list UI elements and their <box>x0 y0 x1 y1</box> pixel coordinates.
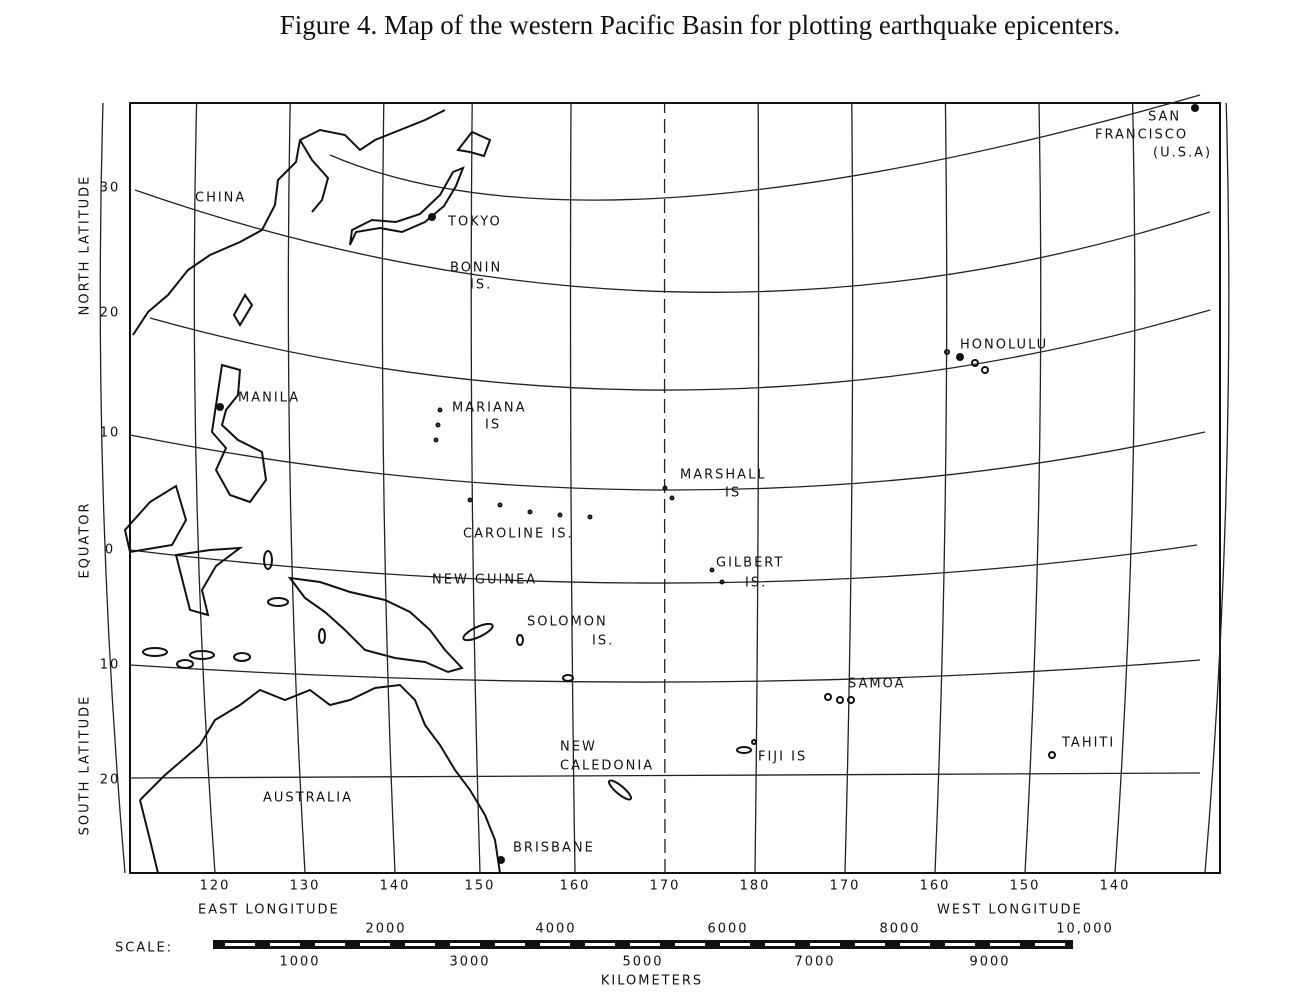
place-label: CAROLINE IS. <box>463 527 574 542</box>
place-label: AUSTRALIA <box>263 791 353 806</box>
scale-label: SCALE: <box>115 941 173 956</box>
parallel <box>134 189 1211 293</box>
place-label: BONIN <box>450 261 502 276</box>
place-label: TOKYO <box>447 215 502 230</box>
parallel <box>129 659 1201 683</box>
new-guinea <box>287 576 464 674</box>
latitude-label: 10 <box>100 658 121 673</box>
scale-upper-label: 2000 <box>365 922 406 937</box>
place-label: FRANCISCO <box>1095 128 1188 143</box>
meridian <box>287 102 306 874</box>
meridian <box>381 102 396 874</box>
latitude-axis-title: SOUTH LATITUDE <box>78 695 93 836</box>
longitude-label: 140 <box>380 879 411 894</box>
place-label: NEW <box>560 740 597 755</box>
longitude-label: 130 <box>290 879 321 894</box>
scale-lower-label: 1000 <box>279 955 320 970</box>
place-label: BRISBANE <box>513 841 595 856</box>
longitude-label: 120 <box>200 879 231 894</box>
meridian <box>754 102 760 874</box>
place-label: TAHITI <box>1061 736 1115 751</box>
scale-upper-label: 8000 <box>879 922 920 937</box>
place-label: MANILA <box>238 391 300 406</box>
latitude-label: 0 <box>105 543 115 558</box>
place-label: IS <box>725 486 741 501</box>
place-label: SAN <box>1148 110 1181 125</box>
scale-lower-label: 3000 <box>449 955 490 970</box>
scale-lower-label: 5000 <box>622 955 663 970</box>
scale-upper-label: 10,000 <box>1056 922 1114 937</box>
meridian <box>569 102 576 874</box>
scale-bar <box>213 940 1073 949</box>
graticule <box>99 94 1230 874</box>
place-label: SOLOMON <box>527 615 608 630</box>
longitude-label: 170 <box>650 879 681 894</box>
scale-upper-label: 4000 <box>535 922 576 937</box>
borneo <box>123 484 188 554</box>
map-frame <box>129 102 1221 874</box>
place-label: IS. <box>745 576 767 591</box>
taiwan <box>232 293 254 327</box>
australia <box>139 683 501 874</box>
longitude-label: 150 <box>465 879 496 894</box>
meridian <box>470 102 481 874</box>
longitude-label: 170 <box>830 879 861 894</box>
meridian <box>844 102 854 874</box>
asia-coast <box>132 109 446 336</box>
longitude-label: 150 <box>1010 879 1041 894</box>
parallel <box>329 94 1201 201</box>
japan <box>349 130 492 246</box>
sulawesi <box>174 546 244 617</box>
latitude-axis-title: NORTH LATITUDE <box>78 175 93 316</box>
place-label: IS <box>485 418 501 433</box>
labels: 30 20 10 0 10 20 NORTH LATITUDE EQUATOR SOUTH LA… <box>78 110 1212 989</box>
meridian <box>99 102 126 874</box>
scale-lower-label: 7000 <box>794 955 835 970</box>
place-label: FIJI IS <box>758 750 807 765</box>
latitude-label: 30 <box>100 181 121 196</box>
latitude-label: 20 <box>100 773 121 788</box>
city-dots <box>216 104 1199 864</box>
meridian <box>1024 102 1042 874</box>
longitude-label: 160 <box>560 879 591 894</box>
place-label: HONOLULU <box>960 338 1048 353</box>
parallel <box>149 309 1211 391</box>
scale-upper-label: 6000 <box>707 922 748 937</box>
meridian <box>1114 102 1136 874</box>
longitude-label: 160 <box>920 879 951 894</box>
place-label: IS. <box>470 278 492 293</box>
place-label: (U.S.A) <box>1153 146 1212 161</box>
longitude-axis-title: WEST LONGITUDE <box>937 903 1083 918</box>
meridian <box>934 102 948 874</box>
scale-lower-label: 9000 <box>969 955 1010 970</box>
latitude-label: 10 <box>100 426 121 441</box>
place-label: CHINA <box>195 191 246 206</box>
place-label: MARSHALL <box>680 468 767 483</box>
scale-unit: KILOMETERS <box>601 974 703 989</box>
parallel <box>129 772 1201 779</box>
figure-title: Figure 4. Map of the western Pacific Bas… <box>280 10 1121 40</box>
philippines <box>210 363 268 504</box>
place-label: GILBERT <box>716 556 784 571</box>
latitude-axis-title: EQUATOR <box>78 501 93 578</box>
small-islands <box>142 349 1056 801</box>
place-label: SAMOA <box>848 677 906 692</box>
latitude-label: 20 <box>100 306 121 321</box>
place-label: NEW GUINEA <box>432 573 537 588</box>
meridian <box>1204 102 1230 874</box>
place-label: IS. <box>592 634 614 649</box>
longitude-label: 140 <box>1100 879 1131 894</box>
landmasses <box>123 104 1199 874</box>
longitude-axis-title: EAST LONGITUDE <box>198 903 340 918</box>
parallel <box>129 431 1206 491</box>
meridian <box>193 102 216 874</box>
place-label: MARIANA <box>452 401 527 416</box>
place-label: CALEDONIA <box>560 759 654 774</box>
parallel <box>129 544 1198 584</box>
longitude-label: 180 <box>740 879 771 894</box>
